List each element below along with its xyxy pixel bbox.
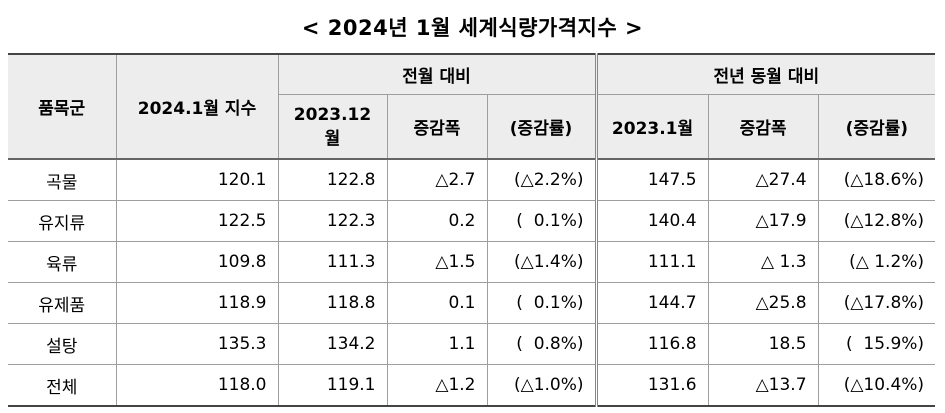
index-value: 135.3 <box>115 323 279 365</box>
mom-change-value: 0.1 <box>386 282 488 324</box>
mom-change-value: △2.7 <box>386 159 488 201</box>
prev-year-value: 140.4 <box>595 200 709 242</box>
page-title: < 2024년 1월 세계식량가격지수 > <box>301 16 644 40</box>
mom-rate-value: ( 0.1%) <box>486 282 598 324</box>
item-name: 곡물 <box>8 159 117 201</box>
mom-change-value: △1.2 <box>386 364 488 407</box>
prev-year-value: 144.7 <box>595 282 709 324</box>
index-value: 118.0 <box>115 364 279 407</box>
item-name: 육류 <box>8 241 117 283</box>
prev-year-value: 111.1 <box>595 241 709 283</box>
mom-rate-value: (△2.2%) <box>486 159 598 201</box>
prev-month-value: 119.1 <box>277 364 388 407</box>
table-row: 설탕 135.3 134.2 1.1 ( 0.8%) 116.8 18.5 ( … <box>8 323 936 365</box>
header-mom-group: 전월 대비 <box>277 53 598 96</box>
table-row: 육류 109.8 111.3 △1.5 (△1.4%) 111.1 △ 1.3 … <box>8 241 936 283</box>
mom-change-value: 1.1 <box>386 323 488 365</box>
mom-rate-value: ( 0.1%) <box>486 200 598 242</box>
yoy-change-value: △13.7 <box>707 364 819 407</box>
mom-change-value: 0.2 <box>386 200 488 242</box>
yoy-change-value: △27.4 <box>707 159 819 201</box>
header-yoy-rate: (증감률) <box>817 94 936 161</box>
table-row: 유제품 118.9 118.8 0.1 ( 0.1%) 144.7 △25.8 … <box>8 282 936 324</box>
table-row: 유지류 122.5 122.3 0.2 ( 0.1%) 140.4 △17.9 … <box>8 200 936 242</box>
prev-month-value: 122.3 <box>277 200 388 242</box>
header-prev-year: 2023.1월 <box>595 94 709 161</box>
header-yoy-group: 전년 동월 대비 <box>595 53 936 96</box>
yoy-rate-value: (△12.8%) <box>817 200 936 242</box>
prev-month-value: 118.8 <box>277 282 388 324</box>
header-yoy-change: 증감폭 <box>707 94 819 161</box>
mom-rate-value: (△1.4%) <box>486 241 598 283</box>
index-value: 118.9 <box>115 282 279 324</box>
yoy-rate-value: (△17.8%) <box>817 282 936 324</box>
index-value: 122.5 <box>115 200 279 242</box>
prev-month-value: 122.8 <box>277 159 388 201</box>
prev-year-value: 116.8 <box>595 323 709 365</box>
food-price-index-table: 품목군 2024.1월 지수 전월 대비 전년 동월 대비 2023.12 월 … <box>8 53 936 407</box>
index-value: 109.8 <box>115 241 279 283</box>
yoy-change-value: △25.8 <box>707 282 819 324</box>
yoy-rate-value: ( 15.9%) <box>817 323 936 365</box>
yoy-rate-value: (△18.6%) <box>817 159 936 201</box>
yoy-change-value: △ 1.3 <box>707 241 819 283</box>
header-mom-rate: (증감률) <box>486 94 598 161</box>
header-item: 품목군 <box>8 53 117 160</box>
item-name: 유지류 <box>8 200 117 242</box>
table-row: 전체 118.0 119.1 △1.2 (△1.0%) 131.6 △13.7 … <box>8 364 936 407</box>
mom-change-value: △1.5 <box>386 241 488 283</box>
prev-month-value: 111.3 <box>277 241 388 283</box>
yoy-change-value: 18.5 <box>707 323 819 365</box>
header-prev-month: 2023.12 월 <box>277 94 388 161</box>
item-name: 유제품 <box>8 282 117 324</box>
prev-year-value: 147.5 <box>595 159 709 201</box>
mom-rate-value: (△1.0%) <box>486 364 598 407</box>
header-mom-change: 증감폭 <box>386 94 488 161</box>
yoy-change-value: △17.9 <box>707 200 819 242</box>
index-value: 120.1 <box>115 159 279 201</box>
table-row: 곡물 120.1 122.8 △2.7 (△2.2%) 147.5 △27.4 … <box>8 159 936 201</box>
item-name: 설탕 <box>8 323 117 365</box>
yoy-rate-value: (△10.4%) <box>817 364 936 407</box>
mom-rate-value: ( 0.8%) <box>486 323 598 365</box>
prev-month-value: 134.2 <box>277 323 388 365</box>
header-index: 2024.1월 지수 <box>115 53 279 160</box>
prev-year-value: 131.6 <box>595 364 709 407</box>
item-name: 전체 <box>8 364 117 407</box>
yoy-rate-value: (△ 1.2%) <box>817 241 936 283</box>
